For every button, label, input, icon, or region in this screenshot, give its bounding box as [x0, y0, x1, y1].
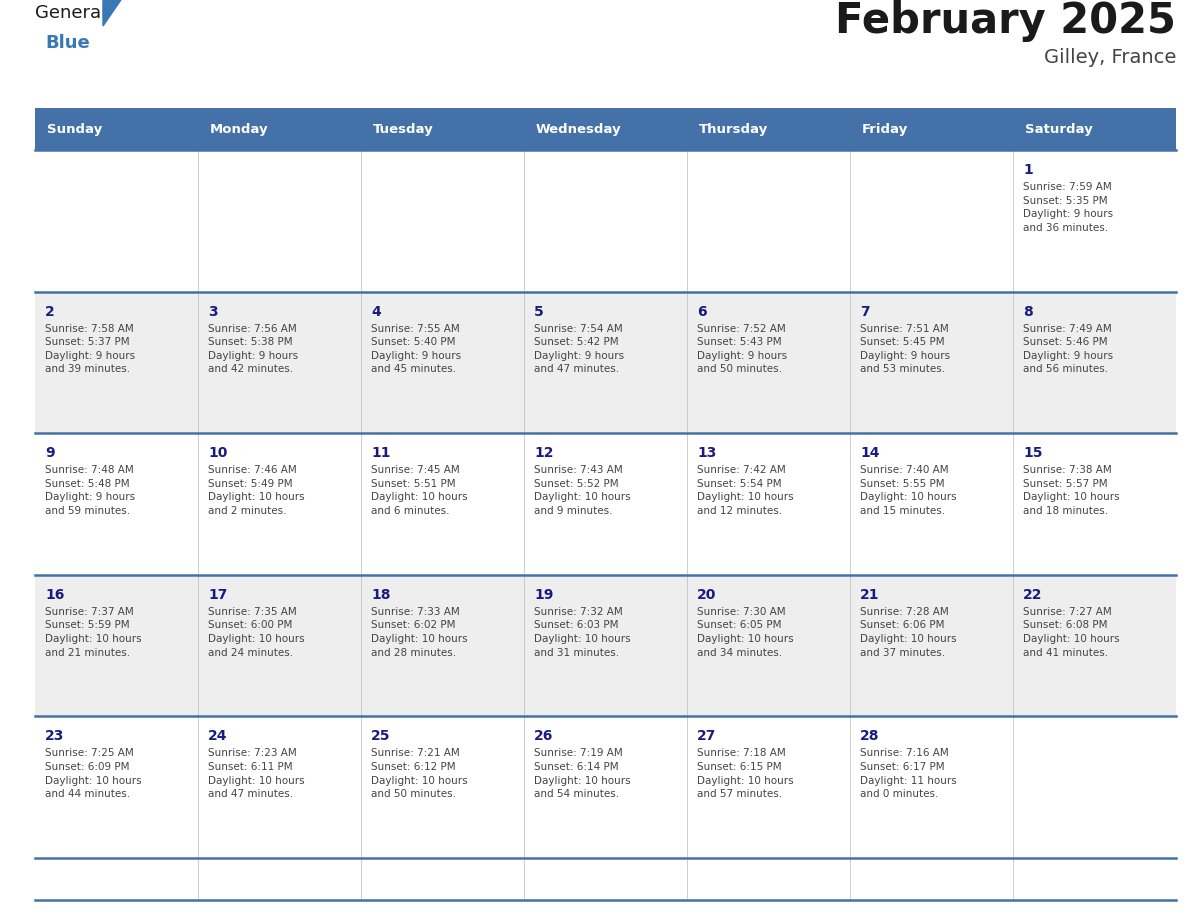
Text: Sunrise: 7:42 AM
Sunset: 5:54 PM
Daylight: 10 hours
and 12 minutes.: Sunrise: 7:42 AM Sunset: 5:54 PM Dayligh…	[697, 465, 794, 516]
Text: General: General	[34, 4, 106, 22]
Text: Sunrise: 7:51 AM
Sunset: 5:45 PM
Daylight: 9 hours
and 53 minutes.: Sunrise: 7:51 AM Sunset: 5:45 PM Dayligh…	[860, 324, 950, 375]
Text: 22: 22	[1023, 588, 1043, 602]
Text: Sunrise: 7:16 AM
Sunset: 6:17 PM
Daylight: 11 hours
and 0 minutes.: Sunrise: 7:16 AM Sunset: 6:17 PM Dayligh…	[860, 748, 956, 800]
Text: February 2025: February 2025	[835, 0, 1176, 42]
Text: 11: 11	[371, 446, 391, 460]
Text: Thursday: Thursday	[699, 122, 769, 136]
Text: 14: 14	[860, 446, 879, 460]
Text: Sunrise: 7:55 AM
Sunset: 5:40 PM
Daylight: 9 hours
and 45 minutes.: Sunrise: 7:55 AM Sunset: 5:40 PM Dayligh…	[371, 324, 461, 375]
Text: Sunrise: 7:45 AM
Sunset: 5:51 PM
Daylight: 10 hours
and 6 minutes.: Sunrise: 7:45 AM Sunset: 5:51 PM Dayligh…	[371, 465, 468, 516]
Text: 2: 2	[45, 305, 55, 319]
Text: 5: 5	[533, 305, 544, 319]
Text: 25: 25	[371, 730, 391, 744]
Text: Sunrise: 7:58 AM
Sunset: 5:37 PM
Daylight: 9 hours
and 39 minutes.: Sunrise: 7:58 AM Sunset: 5:37 PM Dayligh…	[45, 324, 135, 375]
Text: 1: 1	[1023, 163, 1032, 177]
Text: 26: 26	[533, 730, 554, 744]
Text: Sunrise: 7:40 AM
Sunset: 5:55 PM
Daylight: 10 hours
and 15 minutes.: Sunrise: 7:40 AM Sunset: 5:55 PM Dayligh…	[860, 465, 956, 516]
Text: Sunrise: 7:38 AM
Sunset: 5:57 PM
Daylight: 10 hours
and 18 minutes.: Sunrise: 7:38 AM Sunset: 5:57 PM Dayligh…	[1023, 465, 1119, 516]
Text: Sunrise: 7:35 AM
Sunset: 6:00 PM
Daylight: 10 hours
and 24 minutes.: Sunrise: 7:35 AM Sunset: 6:00 PM Dayligh…	[208, 607, 304, 657]
Text: Sunrise: 7:21 AM
Sunset: 6:12 PM
Daylight: 10 hours
and 50 minutes.: Sunrise: 7:21 AM Sunset: 6:12 PM Dayligh…	[371, 748, 468, 800]
Bar	[34, 575, 1176, 716]
Polygon shape	[103, 0, 125, 26]
Text: Sunrise: 7:32 AM
Sunset: 6:03 PM
Daylight: 10 hours
and 31 minutes.: Sunrise: 7:32 AM Sunset: 6:03 PM Dayligh…	[533, 607, 631, 657]
Text: 16: 16	[45, 588, 64, 602]
Text: Wednesday: Wednesday	[536, 122, 621, 136]
Text: 7: 7	[860, 305, 870, 319]
Text: 9: 9	[45, 446, 55, 460]
Text: 4: 4	[371, 305, 380, 319]
Text: Sunrise: 7:18 AM
Sunset: 6:15 PM
Daylight: 10 hours
and 57 minutes.: Sunrise: 7:18 AM Sunset: 6:15 PM Dayligh…	[697, 748, 794, 800]
Text: Blue: Blue	[45, 34, 90, 52]
Text: Sunrise: 7:23 AM
Sunset: 6:11 PM
Daylight: 10 hours
and 47 minutes.: Sunrise: 7:23 AM Sunset: 6:11 PM Dayligh…	[208, 748, 304, 800]
Bar	[34, 433, 1176, 575]
Text: Sunrise: 7:19 AM
Sunset: 6:14 PM
Daylight: 10 hours
and 54 minutes.: Sunrise: 7:19 AM Sunset: 6:14 PM Dayligh…	[533, 748, 631, 800]
Bar	[34, 292, 1176, 433]
Text: 13: 13	[697, 446, 716, 460]
Text: 3: 3	[208, 305, 217, 319]
Text: Sunrise: 7:49 AM
Sunset: 5:46 PM
Daylight: 9 hours
and 56 minutes.: Sunrise: 7:49 AM Sunset: 5:46 PM Dayligh…	[1023, 324, 1113, 375]
Text: Sunday: Sunday	[48, 122, 102, 136]
Text: Sunrise: 7:27 AM
Sunset: 6:08 PM
Daylight: 10 hours
and 41 minutes.: Sunrise: 7:27 AM Sunset: 6:08 PM Dayligh…	[1023, 607, 1119, 657]
Text: Sunrise: 7:46 AM
Sunset: 5:49 PM
Daylight: 10 hours
and 2 minutes.: Sunrise: 7:46 AM Sunset: 5:49 PM Dayligh…	[208, 465, 304, 516]
Text: 27: 27	[697, 730, 716, 744]
Text: Sunrise: 7:59 AM
Sunset: 5:35 PM
Daylight: 9 hours
and 36 minutes.: Sunrise: 7:59 AM Sunset: 5:35 PM Dayligh…	[1023, 182, 1113, 233]
Text: 20: 20	[697, 588, 716, 602]
Text: Tuesday: Tuesday	[373, 122, 434, 136]
Text: 28: 28	[860, 730, 879, 744]
Text: Sunrise: 7:25 AM
Sunset: 6:09 PM
Daylight: 10 hours
and 44 minutes.: Sunrise: 7:25 AM Sunset: 6:09 PM Dayligh…	[45, 748, 141, 800]
Text: Sunrise: 7:43 AM
Sunset: 5:52 PM
Daylight: 10 hours
and 9 minutes.: Sunrise: 7:43 AM Sunset: 5:52 PM Dayligh…	[533, 465, 631, 516]
Text: Sunrise: 7:48 AM
Sunset: 5:48 PM
Daylight: 9 hours
and 59 minutes.: Sunrise: 7:48 AM Sunset: 5:48 PM Dayligh…	[45, 465, 135, 516]
Bar	[34, 150, 1176, 292]
Text: 12: 12	[533, 446, 554, 460]
Text: Friday: Friday	[862, 122, 909, 136]
Text: 24: 24	[208, 730, 227, 744]
Text: Sunrise: 7:56 AM
Sunset: 5:38 PM
Daylight: 9 hours
and 42 minutes.: Sunrise: 7:56 AM Sunset: 5:38 PM Dayligh…	[208, 324, 298, 375]
Text: 21: 21	[860, 588, 879, 602]
Text: 19: 19	[533, 588, 554, 602]
Text: Saturday: Saturday	[1025, 122, 1093, 136]
Text: Sunrise: 7:52 AM
Sunset: 5:43 PM
Daylight: 9 hours
and 50 minutes.: Sunrise: 7:52 AM Sunset: 5:43 PM Dayligh…	[697, 324, 788, 375]
Text: Monday: Monday	[210, 122, 268, 136]
Text: 17: 17	[208, 588, 227, 602]
Bar	[34, 716, 1176, 858]
Text: 23: 23	[45, 730, 64, 744]
Text: Sunrise: 7:28 AM
Sunset: 6:06 PM
Daylight: 10 hours
and 37 minutes.: Sunrise: 7:28 AM Sunset: 6:06 PM Dayligh…	[860, 607, 956, 657]
Text: Gilley, France: Gilley, France	[1043, 48, 1176, 67]
Text: Sunrise: 7:33 AM
Sunset: 6:02 PM
Daylight: 10 hours
and 28 minutes.: Sunrise: 7:33 AM Sunset: 6:02 PM Dayligh…	[371, 607, 468, 657]
Text: 15: 15	[1023, 446, 1043, 460]
Text: 8: 8	[1023, 305, 1032, 319]
Text: 18: 18	[371, 588, 391, 602]
Text: Sunrise: 7:54 AM
Sunset: 5:42 PM
Daylight: 9 hours
and 47 minutes.: Sunrise: 7:54 AM Sunset: 5:42 PM Dayligh…	[533, 324, 624, 375]
Bar	[34, 108, 1176, 150]
Text: Sunrise: 7:30 AM
Sunset: 6:05 PM
Daylight: 10 hours
and 34 minutes.: Sunrise: 7:30 AM Sunset: 6:05 PM Dayligh…	[697, 607, 794, 657]
Text: 10: 10	[208, 446, 227, 460]
Text: Sunrise: 7:37 AM
Sunset: 5:59 PM
Daylight: 10 hours
and 21 minutes.: Sunrise: 7:37 AM Sunset: 5:59 PM Dayligh…	[45, 607, 141, 657]
Text: 6: 6	[697, 305, 707, 319]
